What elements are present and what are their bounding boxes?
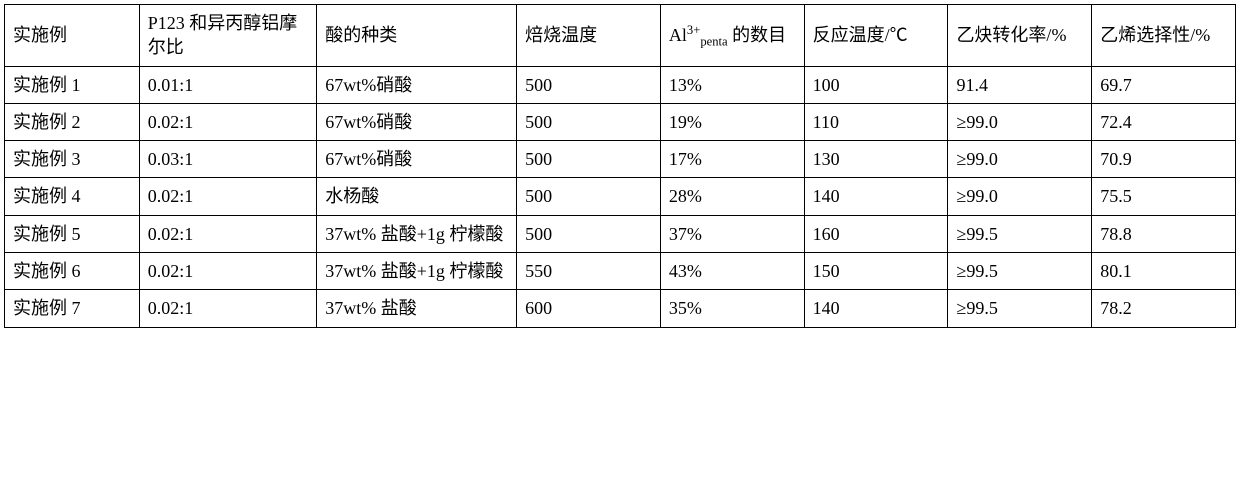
cell-rx-temp: 130 [804,141,948,178]
data-table: 实施例 P123 和异丙醇铝摩尔比 酸的种类 焙烧温度 Al3+penta 的数… [4,4,1236,328]
cell-acid: 水杨酸 [317,178,517,215]
cell-ratio: 0.02:1 [139,290,316,327]
cell-alpenta: 43% [660,253,804,290]
cell-ratio: 0.03:1 [139,141,316,178]
col-rx-temp: 反应温度/℃ [804,5,948,67]
table-row: 实施例 3 0.03:1 67wt%硝酸 500 17% 130 ≥99.0 7… [5,141,1236,178]
header-row: 实施例 P123 和异丙醇铝摩尔比 酸的种类 焙烧温度 Al3+penta 的数… [5,5,1236,67]
cell-calc-temp: 500 [517,178,661,215]
cell-selectivity: 69.7 [1092,66,1236,103]
cell-selectivity: 75.5 [1092,178,1236,215]
cell-acid: 67wt%硝酸 [317,103,517,140]
table-row: 实施例 6 0.02:1 37wt% 盐酸+1g 柠檬酸 550 43% 150… [5,253,1236,290]
cell-acid: 37wt% 盐酸+1g 柠檬酸 [317,253,517,290]
cell-example: 实施例 1 [5,66,140,103]
cell-calc-temp: 600 [517,290,661,327]
col-conversion: 乙炔转化率/% [948,5,1092,67]
col-calc-temp: 焙烧温度 [517,5,661,67]
table-body: 实施例 1 0.01:1 67wt%硝酸 500 13% 100 91.4 69… [5,66,1236,327]
cell-alpenta: 35% [660,290,804,327]
col-selectivity: 乙烯选择性/% [1092,5,1236,67]
cell-rx-temp: 110 [804,103,948,140]
cell-rx-temp: 140 [804,290,948,327]
cell-alpenta: 19% [660,103,804,140]
cell-calc-temp: 500 [517,141,661,178]
col-acid: 酸的种类 [317,5,517,67]
table-row: 实施例 1 0.01:1 67wt%硝酸 500 13% 100 91.4 69… [5,66,1236,103]
cell-conversion: ≥99.5 [948,290,1092,327]
cell-ratio: 0.02:1 [139,178,316,215]
table-row: 实施例 4 0.02:1 水杨酸 500 28% 140 ≥99.0 75.5 [5,178,1236,215]
cell-rx-temp: 150 [804,253,948,290]
table-row: 实施例 7 0.02:1 37wt% 盐酸 600 35% 140 ≥99.5 … [5,290,1236,327]
cell-alpenta: 28% [660,178,804,215]
cell-example: 实施例 2 [5,103,140,140]
cell-conversion: ≥99.0 [948,141,1092,178]
cell-ratio: 0.02:1 [139,103,316,140]
cell-ratio: 0.02:1 [139,253,316,290]
cell-calc-temp: 500 [517,215,661,252]
cell-rx-temp: 140 [804,178,948,215]
cell-alpenta: 17% [660,141,804,178]
cell-conversion: ≥99.5 [948,253,1092,290]
cell-example: 实施例 4 [5,178,140,215]
col-alpenta: Al3+penta 的数目 [660,5,804,67]
cell-rx-temp: 100 [804,66,948,103]
cell-acid: 67wt%硝酸 [317,141,517,178]
cell-acid: 67wt%硝酸 [317,66,517,103]
cell-example: 实施例 6 [5,253,140,290]
cell-conversion: ≥99.0 [948,178,1092,215]
cell-example: 实施例 5 [5,215,140,252]
table-row: 实施例 5 0.02:1 37wt% 盐酸+1g 柠檬酸 500 37% 160… [5,215,1236,252]
cell-conversion: 91.4 [948,66,1092,103]
cell-selectivity: 80.1 [1092,253,1236,290]
cell-selectivity: 72.4 [1092,103,1236,140]
cell-example: 实施例 7 [5,290,140,327]
cell-alpenta: 37% [660,215,804,252]
cell-calc-temp: 500 [517,103,661,140]
col-example: 实施例 [5,5,140,67]
cell-acid: 37wt% 盐酸 [317,290,517,327]
cell-selectivity: 70.9 [1092,141,1236,178]
cell-selectivity: 78.8 [1092,215,1236,252]
col-ratio: P123 和异丙醇铝摩尔比 [139,5,316,67]
cell-calc-temp: 500 [517,66,661,103]
cell-ratio: 0.01:1 [139,66,316,103]
cell-alpenta: 13% [660,66,804,103]
cell-example: 实施例 3 [5,141,140,178]
cell-rx-temp: 160 [804,215,948,252]
table-row: 实施例 2 0.02:1 67wt%硝酸 500 19% 110 ≥99.0 7… [5,103,1236,140]
cell-ratio: 0.02:1 [139,215,316,252]
cell-conversion: ≥99.5 [948,215,1092,252]
cell-calc-temp: 550 [517,253,661,290]
cell-selectivity: 78.2 [1092,290,1236,327]
cell-conversion: ≥99.0 [948,103,1092,140]
cell-acid: 37wt% 盐酸+1g 柠檬酸 [317,215,517,252]
